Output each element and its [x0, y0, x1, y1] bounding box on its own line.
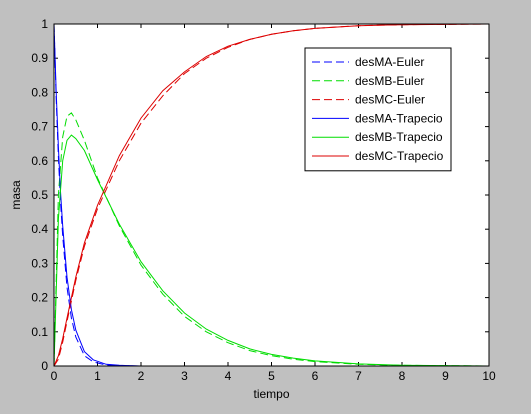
x-tick-label: 4 [225, 369, 232, 383]
legend-label: desMA-Trapecio [355, 111, 443, 125]
y-tick-label: 0.9 [31, 51, 48, 65]
x-tick-label: 10 [482, 369, 496, 383]
legend-label: desMB-Euler [355, 74, 424, 88]
y-tick-label: 0 [41, 359, 48, 373]
legend-box [304, 47, 452, 172]
x-tick-label: 2 [138, 369, 145, 383]
y-tick-label: 0.3 [31, 256, 48, 270]
y-axis-label: masa [9, 180, 23, 210]
y-tick-label: 0.5 [31, 188, 48, 202]
y-tick-label: 0.2 [31, 291, 48, 305]
legend-label: desMC-Euler [355, 93, 425, 107]
y-tick-label: 0.4 [31, 222, 48, 236]
legend-label: desMC-Trapecio [355, 149, 444, 163]
x-tick-label: 0 [51, 369, 58, 383]
plot-border [53, 23, 490, 367]
x-tick-label: 5 [268, 369, 275, 383]
x-tick-label: 7 [355, 369, 362, 383]
x-axis-label: tiempo [253, 387, 289, 401]
x-tick-label: 9 [442, 369, 449, 383]
y-tick-label: 0.1 [31, 325, 48, 339]
legend-label: desMA-Euler [355, 55, 424, 69]
series-line-desmc-trapecio [54, 24, 489, 366]
y-tick-label: 0.6 [31, 154, 48, 168]
series-line-desmb-trapecio [54, 134, 489, 366]
x-tick-label: 6 [312, 369, 319, 383]
series-line-desmb-euler [54, 112, 489, 366]
legend: desMA-Euler desMB-Euler desMC-Euler desMA-T… [304, 47, 452, 172]
x-tick-label: 3 [181, 369, 188, 383]
y-tick-label: 0.8 [31, 85, 48, 99]
y-tick-label: 0.7 [31, 120, 48, 134]
x-tick-label: 1 [94, 369, 101, 383]
legend-label: desMB-Trapecio [355, 130, 443, 144]
x-tick-label: 8 [399, 369, 406, 383]
y-tick-label: 1 [41, 17, 48, 31]
